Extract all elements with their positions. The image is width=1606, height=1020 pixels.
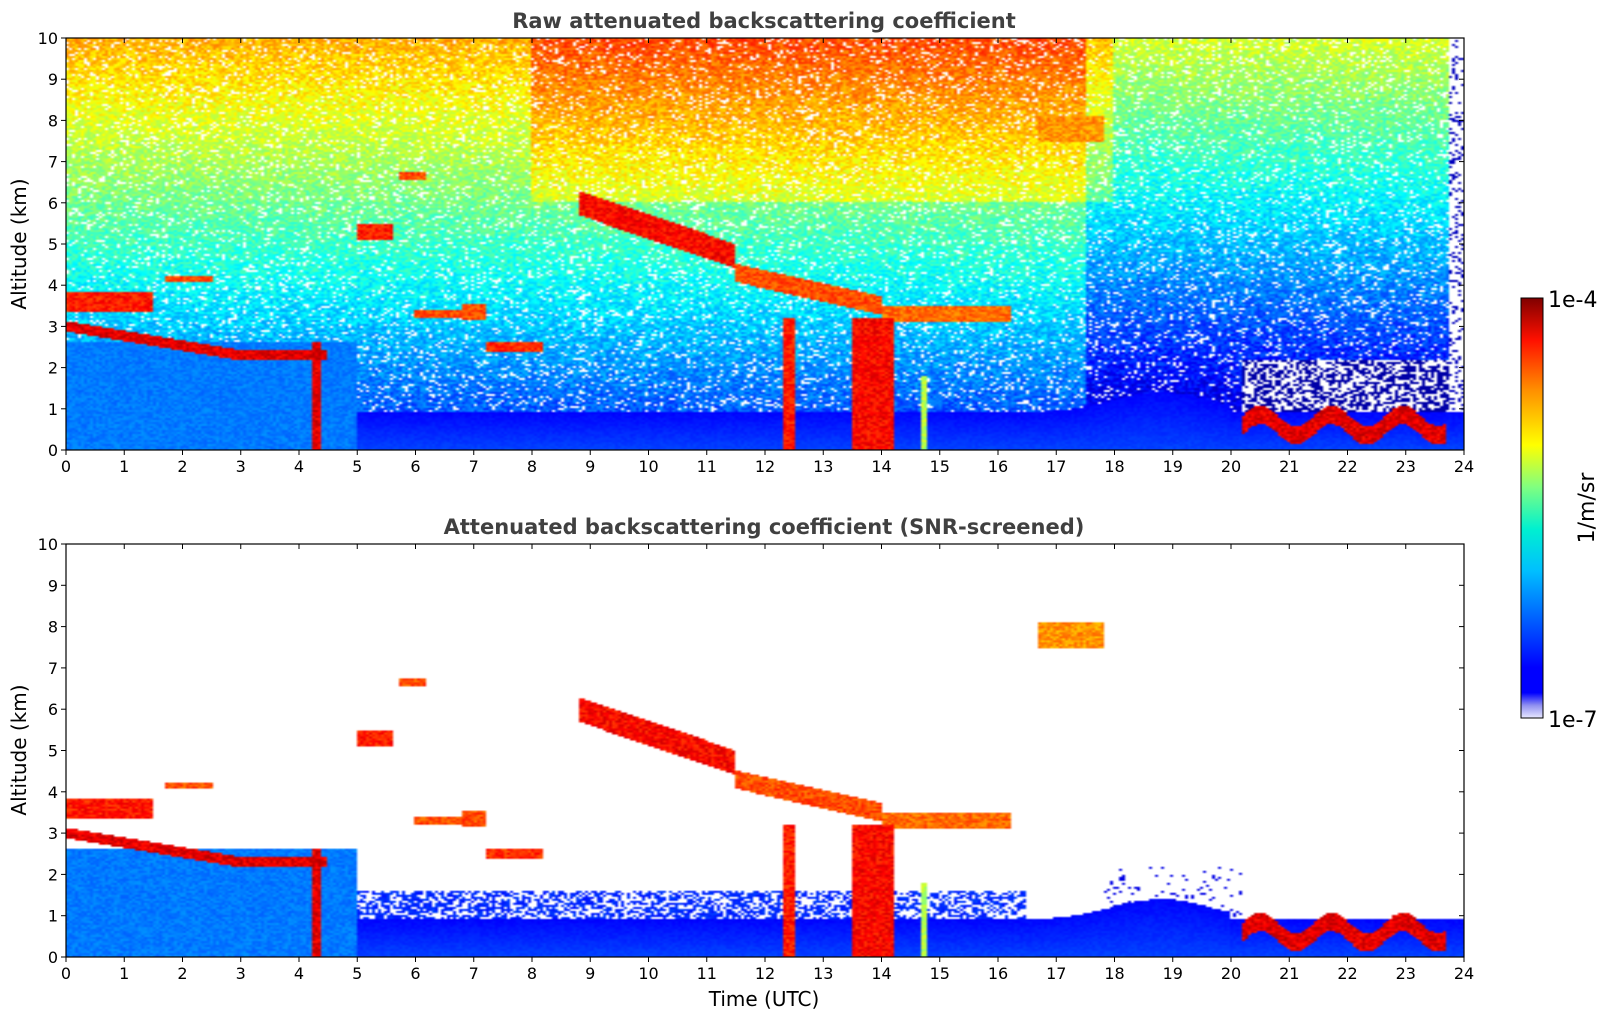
y-tick-label: 9	[48, 576, 58, 595]
x-tick-label: 0	[61, 964, 71, 983]
bottom-panel-y-axis-label: Altitude (km)	[7, 684, 31, 815]
y-tick-label: 0	[48, 441, 58, 460]
top-panel-title: Raw attenuated backscattering coefficien…	[512, 9, 1016, 33]
x-tick-label: 13	[813, 457, 833, 476]
top-panel-y-ticks: 0 1 2 3 4 5 6 7 8 9 10	[38, 29, 1464, 460]
bottom-panel-y-ticks: 0 1 2 3 4 5 6 7 8 9 10	[38, 535, 1464, 967]
x-tick-label: 24	[1454, 964, 1474, 983]
top-panel-y-axis-label: Altitude (km)	[7, 178, 31, 309]
y-tick-label: 4	[48, 276, 58, 295]
x-tick-label: 8	[527, 457, 537, 476]
x-tick-label: 5	[352, 457, 362, 476]
x-tick-label: 10	[638, 964, 658, 983]
y-tick-label: 8	[48, 618, 58, 637]
x-tick-label: 3	[236, 457, 246, 476]
colorbar-min-label: 1e-7	[1548, 708, 1597, 733]
y-tick-label: 9	[48, 70, 58, 89]
x-tick-label: 19	[1163, 964, 1183, 983]
x-tick-label: 1	[119, 964, 129, 983]
y-tick-label: 2	[48, 865, 58, 884]
x-tick-label: 2	[177, 457, 187, 476]
x-tick-label: 20	[1221, 964, 1241, 983]
x-tick-label: 2	[177, 964, 187, 983]
top-panel-heatmap	[66, 38, 1464, 450]
x-tick-label: 9	[585, 964, 595, 983]
x-tick-label: 6	[410, 964, 420, 983]
y-tick-label: 5	[48, 235, 58, 254]
y-tick-label: 0	[48, 948, 58, 967]
x-tick-label: 18	[1104, 964, 1124, 983]
x-tick-label: 10	[638, 457, 658, 476]
top-panel-plot: 0 1 2 3 4 5 6 7 8 9 10 11 12 13 14 15 16 17 18 19 20 21 22 23 24…	[38, 29, 1475, 476]
y-tick-label: 1	[48, 907, 58, 926]
x-tick-label: 4	[294, 964, 304, 983]
colorbar-unit-label: 1/m/sr	[1575, 472, 1600, 544]
bottom-panel-plot: 0 1 2 3 4 5 6 7 8 9 10 11 12 13 14 15 16 17 18 19 20 21 22 23 24…	[38, 535, 1475, 983]
x-tick-label: 21	[1279, 964, 1299, 983]
x-tick-label: 17	[1046, 457, 1066, 476]
x-tick-label: 23	[1396, 457, 1416, 476]
x-tick-label: 0	[61, 457, 71, 476]
x-tick-label: 22	[1337, 964, 1357, 983]
y-tick-label: 1	[48, 400, 58, 419]
colorbar-gradient	[1520, 297, 1544, 719]
x-tick-label: 8	[527, 964, 537, 983]
x-tick-label: 22	[1337, 457, 1357, 476]
x-tick-label: 24	[1454, 457, 1474, 476]
x-tick-label: 7	[469, 457, 479, 476]
top-panel-x-ticks: 0 1 2 3 4 5 6 7 8 9 10 11 12 13 14 15 16 17 18 19 20 21 22 23 24	[61, 38, 1474, 476]
x-tick-label: 19	[1163, 457, 1183, 476]
y-tick-label: 2	[48, 359, 58, 378]
bottom-panel-heatmap	[66, 544, 1464, 957]
x-tick-label: 17	[1046, 964, 1066, 983]
x-tick-label: 12	[755, 457, 775, 476]
x-tick-label: 13	[813, 964, 833, 983]
x-tick-label: 14	[871, 457, 891, 476]
bottom-panel-title: Attenuated backscattering coefficient (S…	[444, 515, 1085, 539]
bottom-panel-x-ticks: 0 1 2 3 4 5 6 7 8 9 10 11 12 13 14 15 16 17 18 19 20 21 22 23 24	[61, 544, 1474, 983]
x-tick-label: 11	[697, 457, 717, 476]
x-tick-label: 12	[755, 964, 775, 983]
colorbar: 1e-4 1e-7 1/m/sr	[1520, 288, 1600, 733]
x-tick-label: 20	[1221, 457, 1241, 476]
x-tick-label: 11	[697, 964, 717, 983]
y-tick-label: 10	[38, 535, 58, 554]
y-tick-label: 7	[48, 153, 58, 172]
x-tick-label: 14	[871, 964, 891, 983]
x-tick-label: 21	[1279, 457, 1299, 476]
y-tick-label: 4	[48, 783, 58, 802]
x-tick-label: 7	[469, 964, 479, 983]
x-tick-label: 16	[988, 457, 1008, 476]
x-tick-label: 3	[236, 964, 246, 983]
y-tick-label: 6	[48, 194, 58, 213]
x-tick-label: 16	[988, 964, 1008, 983]
x-axis-label: Time (UTC)	[708, 987, 820, 1011]
y-tick-label: 7	[48, 659, 58, 678]
x-tick-label: 18	[1104, 457, 1124, 476]
x-tick-label: 9	[585, 457, 595, 476]
x-tick-label: 1	[119, 457, 129, 476]
x-tick-label: 6	[410, 457, 420, 476]
y-tick-label: 3	[48, 317, 58, 336]
x-tick-label: 4	[294, 457, 304, 476]
x-tick-label: 15	[930, 964, 950, 983]
x-tick-label: 23	[1396, 964, 1416, 983]
y-tick-label: 10	[38, 29, 58, 48]
y-tick-label: 3	[48, 824, 58, 843]
y-tick-label: 6	[48, 700, 58, 719]
x-tick-label: 15	[930, 457, 950, 476]
y-tick-label: 8	[48, 111, 58, 130]
colorbar-max-label: 1e-4	[1548, 288, 1597, 313]
x-tick-label: 5	[352, 964, 362, 983]
y-tick-label: 5	[48, 742, 58, 761]
